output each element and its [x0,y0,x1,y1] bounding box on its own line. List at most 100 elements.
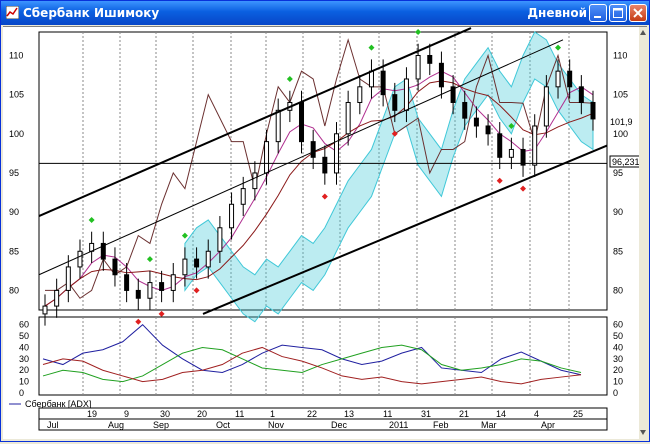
price-tick-right: 105 [613,90,628,100]
title-bar[interactable]: Сбербанк Ишимоку Дневной [1,1,649,25]
candle-body [112,258,118,276]
candle-body [77,250,83,268]
candle-body [578,86,584,103]
price-tick-left: 110 [9,50,23,60]
buy-marker [286,75,293,82]
candle-body [310,141,316,158]
candle-body [532,125,538,166]
candle-body [54,289,60,307]
day-label: 21 [459,409,469,419]
channel-upper [38,27,472,217]
candle-body [357,86,363,103]
price-tick-right: 110 [613,50,627,60]
day-label: 22 [307,409,317,419]
candle-body [322,156,328,174]
channel-lower [202,144,608,315]
day-label: 20 [197,409,207,419]
trend-channel [38,27,608,315]
price-tick-left: 105 [9,90,24,100]
day-label: 4 [534,409,539,419]
buy-marker [508,122,515,129]
day-label: 19 [87,409,97,419]
candle-body [299,101,305,143]
chikou-line [45,38,594,299]
price-tick-left: 90 [9,207,19,217]
buy-marker [368,44,375,51]
candle-body [182,258,188,276]
candle-body [100,242,106,260]
candle-body [240,188,246,205]
adx-lines [42,324,582,385]
candle-body [205,250,211,268]
sell-marker [135,318,142,325]
month-label: Dec [331,420,348,430]
vertical-scrollbar[interactable] [639,27,647,439]
adx-tick-left: 20 [19,365,29,375]
month-label: Sep [153,420,169,430]
sell-marker [520,185,527,192]
day-label: 1 [270,409,275,419]
day-label: 11 [235,409,244,419]
close-button[interactable] [629,4,647,22]
adx-tick-left: 60 [19,320,29,330]
sell-marker [321,193,328,200]
last-price-label: 101,9 [610,117,633,127]
adx-tick-right: 0 [613,388,618,398]
vertical-gridlines [82,32,570,395]
maximize-button[interactable] [609,4,627,22]
chart-area[interactable]: 110 110 105 105 100 100 95 95 90 90 85 85 80 80 60 60 5… [3,26,647,439]
sell-marker [391,130,398,137]
ichimoku-cloud [184,31,594,323]
price-tick-right: 100 [613,129,628,139]
adx-tick-right: 10 [613,377,623,387]
candle-body [42,305,48,315]
candle-body [485,125,491,135]
candle-body [135,289,141,299]
maximize-icon [613,8,623,18]
month-label: Aug [108,420,124,430]
candles [42,43,596,326]
current-price-label: 96,2316 [612,157,645,167]
price-axis: 110 110 105 105 100 100 95 95 90 90 85 85 80 80 [9,50,628,295]
day-label: 9 [124,409,129,419]
month-label: Oct [216,420,231,430]
day-label: 25 [573,409,583,419]
arrow-up-icon[interactable] [640,30,646,35]
kijun-line [44,80,594,307]
candle-body [65,266,71,291]
channel-middle [38,39,564,276]
candle-body [217,227,223,252]
adx-tick-left: 10 [19,377,29,387]
sell-marker [193,287,200,294]
adx-tick-right: 40 [613,342,623,352]
price-tick-right: 85 [613,246,623,256]
month-label: Feb [433,420,449,430]
timeframe-label: Дневной [527,6,587,20]
day-label: 31 [421,409,431,419]
candle-body [567,70,573,88]
candle-body [543,86,549,127]
arrow-down-icon[interactable] [640,430,646,435]
candle-body [392,94,398,111]
adx-series-0 [42,324,582,376]
candle-body [438,62,444,88]
adx-tick-right: 50 [613,331,623,341]
buy-marker [146,256,153,263]
buy-marker [415,29,422,35]
adx-tick-left: 0 [19,388,24,398]
buy-marker [88,216,95,223]
price-tick-left: 100 [9,129,24,139]
candle-body [590,101,596,120]
candle-body [427,54,433,64]
candle-body [275,109,281,143]
candle-body [264,141,270,174]
candle-body [450,86,456,103]
month-label: 2011 [389,420,408,430]
candle-body [403,78,409,111]
candle-body [229,203,235,229]
sell-marker [496,177,503,184]
minimize-button[interactable] [589,4,607,22]
candle-body [368,70,374,88]
